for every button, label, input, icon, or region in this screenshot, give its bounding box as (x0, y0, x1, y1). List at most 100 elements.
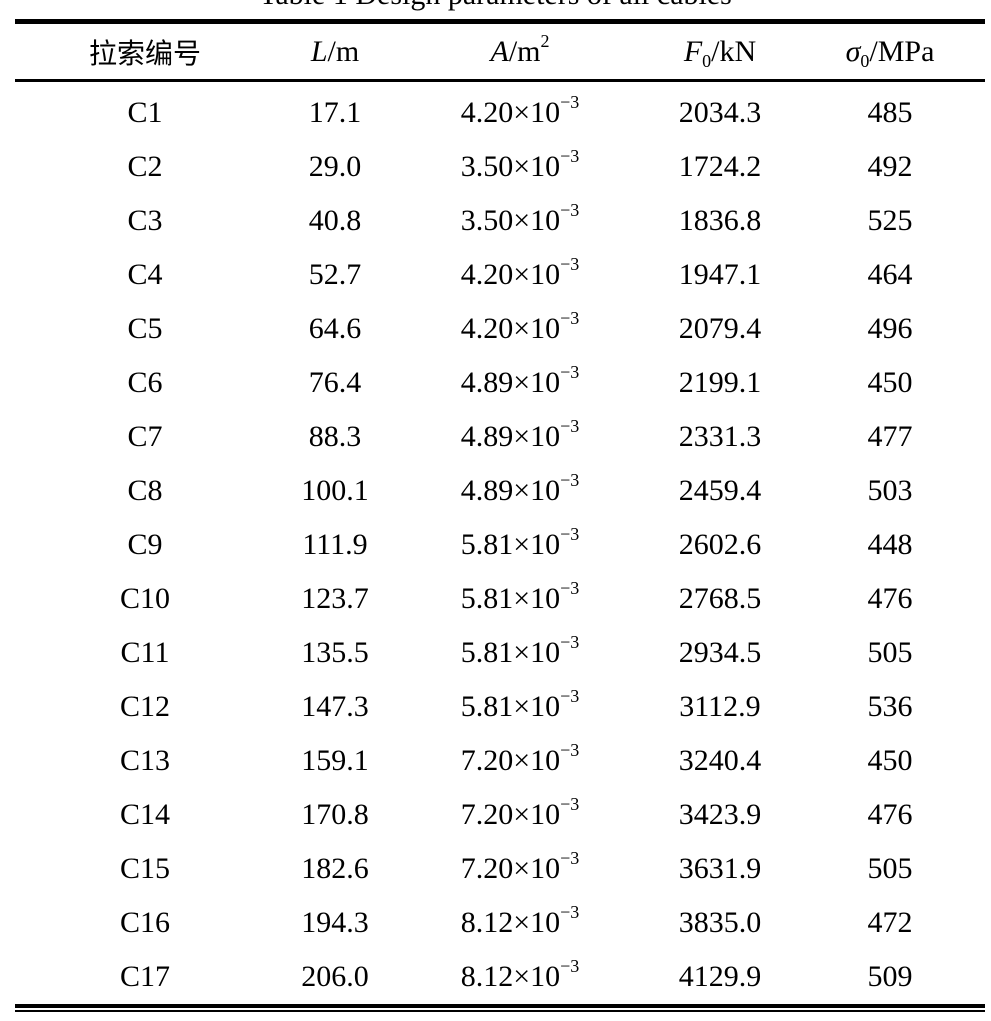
cell-area: 7.20×10−3 (460, 848, 580, 885)
cell-stress: 450 (867, 744, 913, 777)
cell-force: 1724.2 (678, 150, 762, 183)
cell-force: 1947.1 (678, 258, 762, 291)
table-row: C1 17.1 4.20×10−3 2034.3 485 (15, 86, 985, 140)
cell-stress: 505 (867, 636, 913, 669)
table-row: C5 64.6 4.20×10−3 2079.4 496 (15, 302, 985, 356)
cell-cable-id: C15 (119, 852, 170, 885)
cell-area: 4.20×10−3 (460, 254, 580, 291)
cell-cable-id: C9 (127, 528, 163, 561)
cell-length: 123.7 (301, 582, 369, 615)
cell-force: 3240.4 (678, 744, 762, 777)
cell-stress: 485 (867, 96, 913, 129)
cell-length: 29.0 (308, 150, 362, 183)
header-area: A/m2 (490, 30, 550, 68)
table-row: C10 123.7 5.81×10−3 2768.5 476 (15, 572, 985, 626)
table-row: C2 29.0 3.50×10−3 1724.2 492 (15, 140, 985, 194)
cell-stress: 472 (867, 906, 913, 939)
cell-cable-id: C1 (127, 96, 163, 129)
cell-cable-id: C3 (127, 204, 163, 237)
cell-cable-id: C16 (119, 906, 170, 939)
cell-cable-id: C13 (119, 744, 170, 777)
top-rule (15, 19, 985, 24)
cell-force: 1836.8 (678, 204, 762, 237)
table-row: C17 206.0 8.12×10−3 4129.9 509 (15, 950, 985, 1004)
cell-force: 2459.4 (678, 474, 762, 507)
cell-length: 170.8 (301, 798, 369, 831)
header-cable-id: 拉索编号 (88, 36, 201, 70)
table-row: C15 182.6 7.20×10−3 3631.9 505 (15, 842, 985, 896)
cell-stress: 464 (867, 258, 913, 291)
cell-area: 7.20×10−3 (460, 740, 580, 777)
cell-length: 159.1 (301, 744, 369, 777)
cell-force: 2331.3 (678, 420, 762, 453)
cell-force: 2034.3 (678, 96, 762, 129)
header-length: L/m (310, 34, 360, 68)
cell-cable-id: C17 (119, 960, 170, 993)
cell-stress: 525 (867, 204, 913, 237)
table-row: C12 147.3 5.81×10−3 3112.9 536 (15, 680, 985, 734)
cell-length: 147.3 (301, 690, 369, 723)
cell-force: 3423.9 (678, 798, 762, 831)
cell-cable-id: C6 (127, 366, 163, 399)
table-body: C1 17.1 4.20×10−3 2034.3 485 C2 29.0 3.50×10−3 1… (15, 82, 985, 1004)
cell-stress: 536 (867, 690, 913, 723)
cell-cable-id: C7 (127, 420, 163, 453)
header-row: 拉索编号 L/m A/m2 F0/kN σ0/MPa (15, 24, 985, 79)
cell-stress: 505 (867, 852, 913, 885)
cell-area: 4.89×10−3 (460, 470, 580, 507)
cell-cable-id: C12 (119, 690, 170, 723)
cell-area: 4.20×10−3 (460, 308, 580, 345)
cell-cable-id: C2 (127, 150, 163, 183)
cell-area: 8.12×10−3 (460, 902, 580, 939)
cell-stress: 509 (867, 960, 913, 993)
table-row: C9 111.9 5.81×10−3 2602.6 448 (15, 518, 985, 572)
cell-force: 2934.5 (678, 636, 762, 669)
cell-cable-id: C11 (120, 636, 170, 669)
cell-length: 88.3 (308, 420, 362, 453)
header-stress: σ0/MPa (845, 34, 935, 71)
cell-stress: 448 (867, 528, 913, 561)
cell-length: 100.1 (301, 474, 369, 507)
header-rule (15, 79, 985, 82)
cell-length: 40.8 (308, 204, 362, 237)
cell-length: 206.0 (301, 960, 369, 993)
cell-stress: 503 (867, 474, 913, 507)
cell-stress: 496 (867, 312, 913, 345)
cell-area: 7.20×10−3 (460, 794, 580, 831)
cell-force: 3835.0 (678, 906, 762, 939)
cell-area: 5.81×10−3 (460, 686, 580, 723)
cell-cable-id: C8 (127, 474, 163, 507)
cell-cable-id: C14 (119, 798, 170, 831)
table-row: C11 135.5 5.81×10−3 2934.5 505 (15, 626, 985, 680)
cell-length: 17.1 (308, 96, 362, 129)
cell-length: 52.7 (308, 258, 362, 291)
cell-area: 4.89×10−3 (460, 416, 580, 453)
cell-stress: 476 (867, 798, 913, 831)
cell-force: 3631.9 (678, 852, 762, 885)
cell-cable-id: C4 (127, 258, 163, 291)
cell-length: 76.4 (308, 366, 362, 399)
table-row: C8 100.1 4.89×10−3 2459.4 503 (15, 464, 985, 518)
cell-force: 2602.6 (678, 528, 762, 561)
cell-force: 2768.5 (678, 582, 762, 615)
cell-area: 4.20×10−3 (460, 92, 580, 129)
cell-area: 4.89×10−3 (460, 362, 580, 399)
cell-length: 194.3 (301, 906, 369, 939)
table-row: C16 194.3 8.12×10−3 3835.0 472 (15, 896, 985, 950)
cell-stress: 450 (867, 366, 913, 399)
table-row: C14 170.8 7.20×10−3 3423.9 476 (15, 788, 985, 842)
cell-area: 5.81×10−3 (460, 632, 580, 669)
table-row: C7 88.3 4.89×10−3 2331.3 477 (15, 410, 985, 464)
table-row: C3 40.8 3.50×10−3 1836.8 525 (15, 194, 985, 248)
cell-stress: 492 (867, 150, 913, 183)
cell-length: 135.5 (301, 636, 369, 669)
cell-area: 5.81×10−3 (460, 578, 580, 615)
table-row: C4 52.7 4.20×10−3 1947.1 464 (15, 248, 985, 302)
cell-area: 3.50×10−3 (460, 200, 580, 237)
cable-parameters-table: 拉索编号 L/m A/m2 F0/kN σ0/MPa C1 17.1 4.20×10… (15, 19, 985, 1012)
cell-cable-id: C10 (119, 582, 170, 615)
cell-force: 2079.4 (678, 312, 762, 345)
header-force: F0/kN (683, 34, 757, 71)
cell-area: 8.12×10−3 (460, 956, 580, 993)
cell-force: 4129.9 (678, 960, 762, 993)
